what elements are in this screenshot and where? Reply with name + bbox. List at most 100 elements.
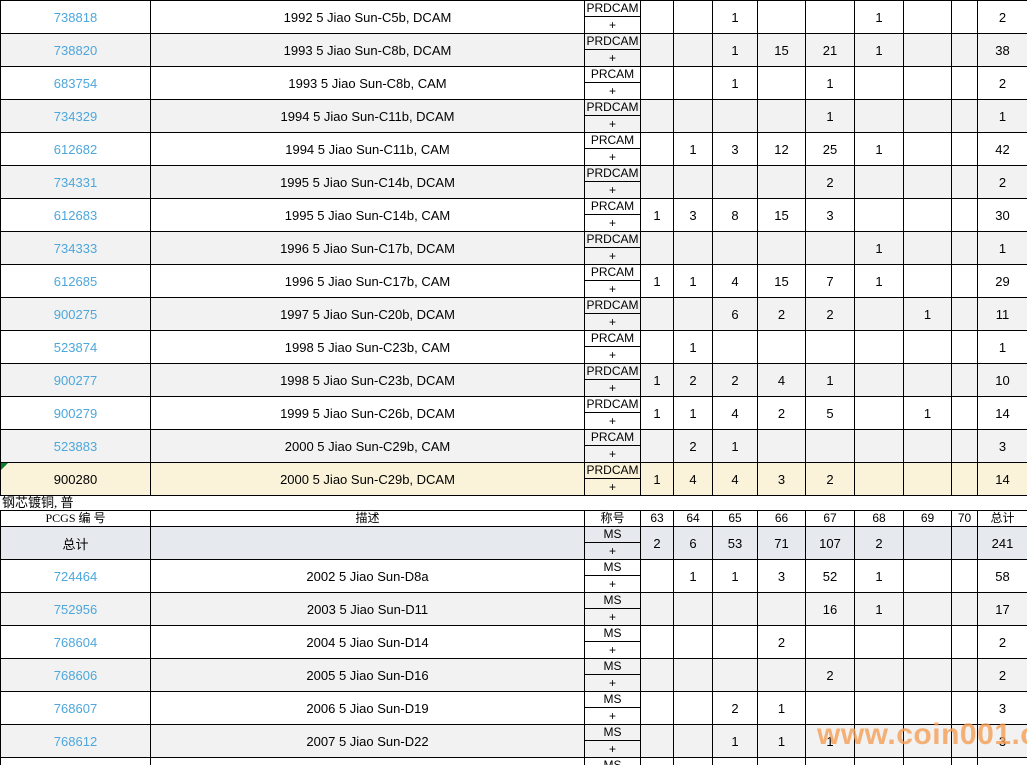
grade-count-69 <box>903 757 952 765</box>
row-total: 2 <box>977 658 1027 692</box>
grade-count-65: 4 <box>712 396 758 430</box>
designation-label: MS <box>585 627 640 642</box>
grade-count-70 <box>951 691 978 725</box>
pcgs-id-link[interactable]: 734329 <box>0 99 151 133</box>
row-total: 2 <box>977 757 1027 765</box>
pcgs-id-link[interactable]: 523874 <box>0 330 151 364</box>
designation-label: MS <box>585 528 640 543</box>
grade-count-65 <box>712 99 758 133</box>
grade-count-63 <box>640 33 674 67</box>
pcgs-id-link[interactable]: 738818 <box>0 0 151 34</box>
pcgs-id-link[interactable]: 734331 <box>0 165 151 199</box>
grade-count-65 <box>712 757 758 765</box>
pcgs-id-link[interactable]: 734333 <box>0 231 151 265</box>
row-total: 2 <box>977 165 1027 199</box>
row-total: 1 <box>977 99 1027 133</box>
designation-label: PRDCAM <box>585 298 640 314</box>
grade-count-67: 2 <box>805 165 855 199</box>
table-row: 724464 2002 5 Jiao Sun-D8a MS +1 1 3 52 1 58 <box>0 559 1027 593</box>
header-pcgs-id: PCGS 编 号 <box>0 510 151 527</box>
grade-count-70 <box>951 264 978 298</box>
grade-count-68 <box>854 363 904 397</box>
designation-cell: PRDCAM + <box>584 99 641 133</box>
designation-label: PRDCAM <box>585 1 640 17</box>
row-total: 58 <box>977 559 1027 593</box>
pcgs-id-link[interactable]: 900280 <box>0 462 151 496</box>
grade-count-63: 1 <box>640 264 674 298</box>
grade-count-70 <box>951 33 978 67</box>
pcgs-id-link[interactable]: 523883 <box>0 429 151 463</box>
grade-count-68 <box>854 396 904 430</box>
designation-label: MS <box>585 693 640 708</box>
pcgs-id-link[interactable]: 768612 <box>0 724 151 758</box>
header-total: 总计 <box>977 510 1027 527</box>
grade-count-69 <box>903 658 952 692</box>
table-row: 523874 1998 5 Jiao Sun-C23b, CAM PRCAM +1 1 <box>0 330 1027 364</box>
designation-plus-label: + <box>608 610 616 624</box>
designation-label: MS <box>586 759 640 765</box>
grade-count-65: 1 <box>712 559 758 593</box>
designation-plus-label: + <box>608 150 616 164</box>
pcgs-id-link[interactable]: 738820 <box>0 33 151 67</box>
grade-count-65 <box>712 625 758 659</box>
designation-cell: PRDCAM + <box>584 33 641 67</box>
grade-count-65: 8 <box>712 198 758 232</box>
pcgs-id-link[interactable]: 724464 <box>0 559 151 593</box>
grade-count-63 <box>640 559 674 593</box>
grade-count-66: 15 <box>757 264 806 298</box>
grade-count-69: 1 <box>903 396 952 430</box>
table-row: 734329 1994 5 Jiao Sun-C11b, DCAM PRDCAM +1… <box>0 99 1027 133</box>
grade-count-65: 2 <box>712 363 758 397</box>
pcgs-id-link[interactable]: 612685 <box>0 264 151 298</box>
grade-count-63 <box>640 99 674 133</box>
header-designation: 称号 <box>584 510 641 527</box>
designation-plus-label: + <box>608 742 616 756</box>
pcgs-id-link[interactable]: 612683 <box>0 198 151 232</box>
grade-count-68 <box>854 330 904 364</box>
grade-count-69 <box>903 724 952 758</box>
coin-description: 1992 5 Jiao Sun-C5b, DCAM <box>150 0 585 34</box>
header-grade-64: 64 <box>673 510 713 527</box>
grade-count-65 <box>712 658 758 692</box>
grade-count-66: 71 <box>757 526 806 560</box>
grade-count-66 <box>757 0 806 34</box>
pcgs-id-link[interactable]: 768607 <box>0 691 151 725</box>
coin-description: 1998 5 Jiao Sun-C23b, CAM <box>150 330 585 364</box>
header-grade-70: 70 <box>951 510 978 527</box>
grade-count-66: 3 <box>757 559 806 593</box>
pcgs-id-link[interactable]: 768606 <box>0 658 151 692</box>
grade-count-65 <box>712 592 758 626</box>
pcgs-id-link[interactable]: 752956 <box>0 592 151 626</box>
designation-cell: PRCAM + <box>584 66 641 100</box>
designation-plus-label: + <box>608 348 616 362</box>
designation-label: PRDCAM <box>585 397 640 413</box>
grade-count-64 <box>673 231 713 265</box>
header-grade-68: 68 <box>854 510 904 527</box>
corner-marker-icon <box>1 463 8 470</box>
row-total: 38 <box>977 33 1027 67</box>
designation-plus-label: + <box>608 315 616 329</box>
pcgs-id-link[interactable]: 900279 <box>0 396 151 430</box>
table-row-highlighted: 900280 2000 5 Jiao Sun-C29b, DCAM PRDCAM +1… <box>0 462 1027 496</box>
pcgs-id-link[interactable]: 900277 <box>0 363 151 397</box>
grade-count-68 <box>854 691 904 725</box>
grade-count-68: 1 <box>854 559 904 593</box>
row-total: 14 <box>977 462 1027 496</box>
grade-count-67: 16 <box>805 592 855 626</box>
coin-description: 1996 5 Jiao Sun-C17b, DCAM <box>150 231 585 265</box>
table-row: 900275 1997 5 Jiao Sun-C20b, DCAM PRDCAM +6… <box>0 297 1027 331</box>
row-total: 2 <box>977 66 1027 100</box>
grade-count-65: 2 <box>712 691 758 725</box>
pcgs-id-link[interactable]: 768604 <box>0 625 151 659</box>
grade-count-69 <box>903 99 952 133</box>
grade-count-68 <box>854 757 904 765</box>
pcgs-id-link[interactable]: 683754 <box>0 66 151 100</box>
grade-count-68: 1 <box>854 33 904 67</box>
pcgs-id-link[interactable]: 776865 <box>0 757 151 765</box>
row-total: 42 <box>977 132 1027 166</box>
pcgs-id-link[interactable]: 900275 <box>0 297 151 331</box>
header-grade-69: 69 <box>903 510 952 527</box>
pcgs-id-link[interactable]: 612682 <box>0 132 151 166</box>
designation-label: PRDCAM <box>585 463 640 479</box>
grade-count-65 <box>712 165 758 199</box>
